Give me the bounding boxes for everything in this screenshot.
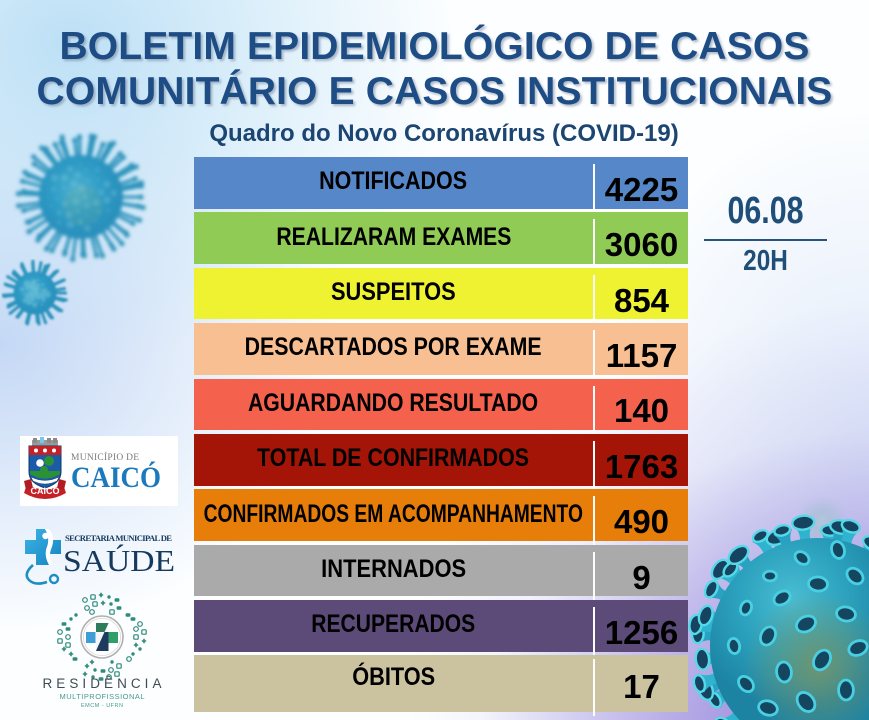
svg-text:SECRETARIA MUNICIPAL DE: SECRETARIA MUNICIPAL DE [65,533,172,543]
svg-text:CAICÓ: CAICÓ [71,461,161,494]
svg-text:MUNICÍPIO DE: MUNICÍPIO DE [71,451,139,463]
svg-text:SAÚDE: SAÚDE [63,543,175,578]
svg-text:MULTIPROFISSIONAL: MULTIPROFISSIONAL [60,692,145,701]
svg-text:EMCM - UFRN: EMCM - UFRN [81,703,123,709]
svg-text:CAICÓ: CAICÓ [31,485,60,496]
